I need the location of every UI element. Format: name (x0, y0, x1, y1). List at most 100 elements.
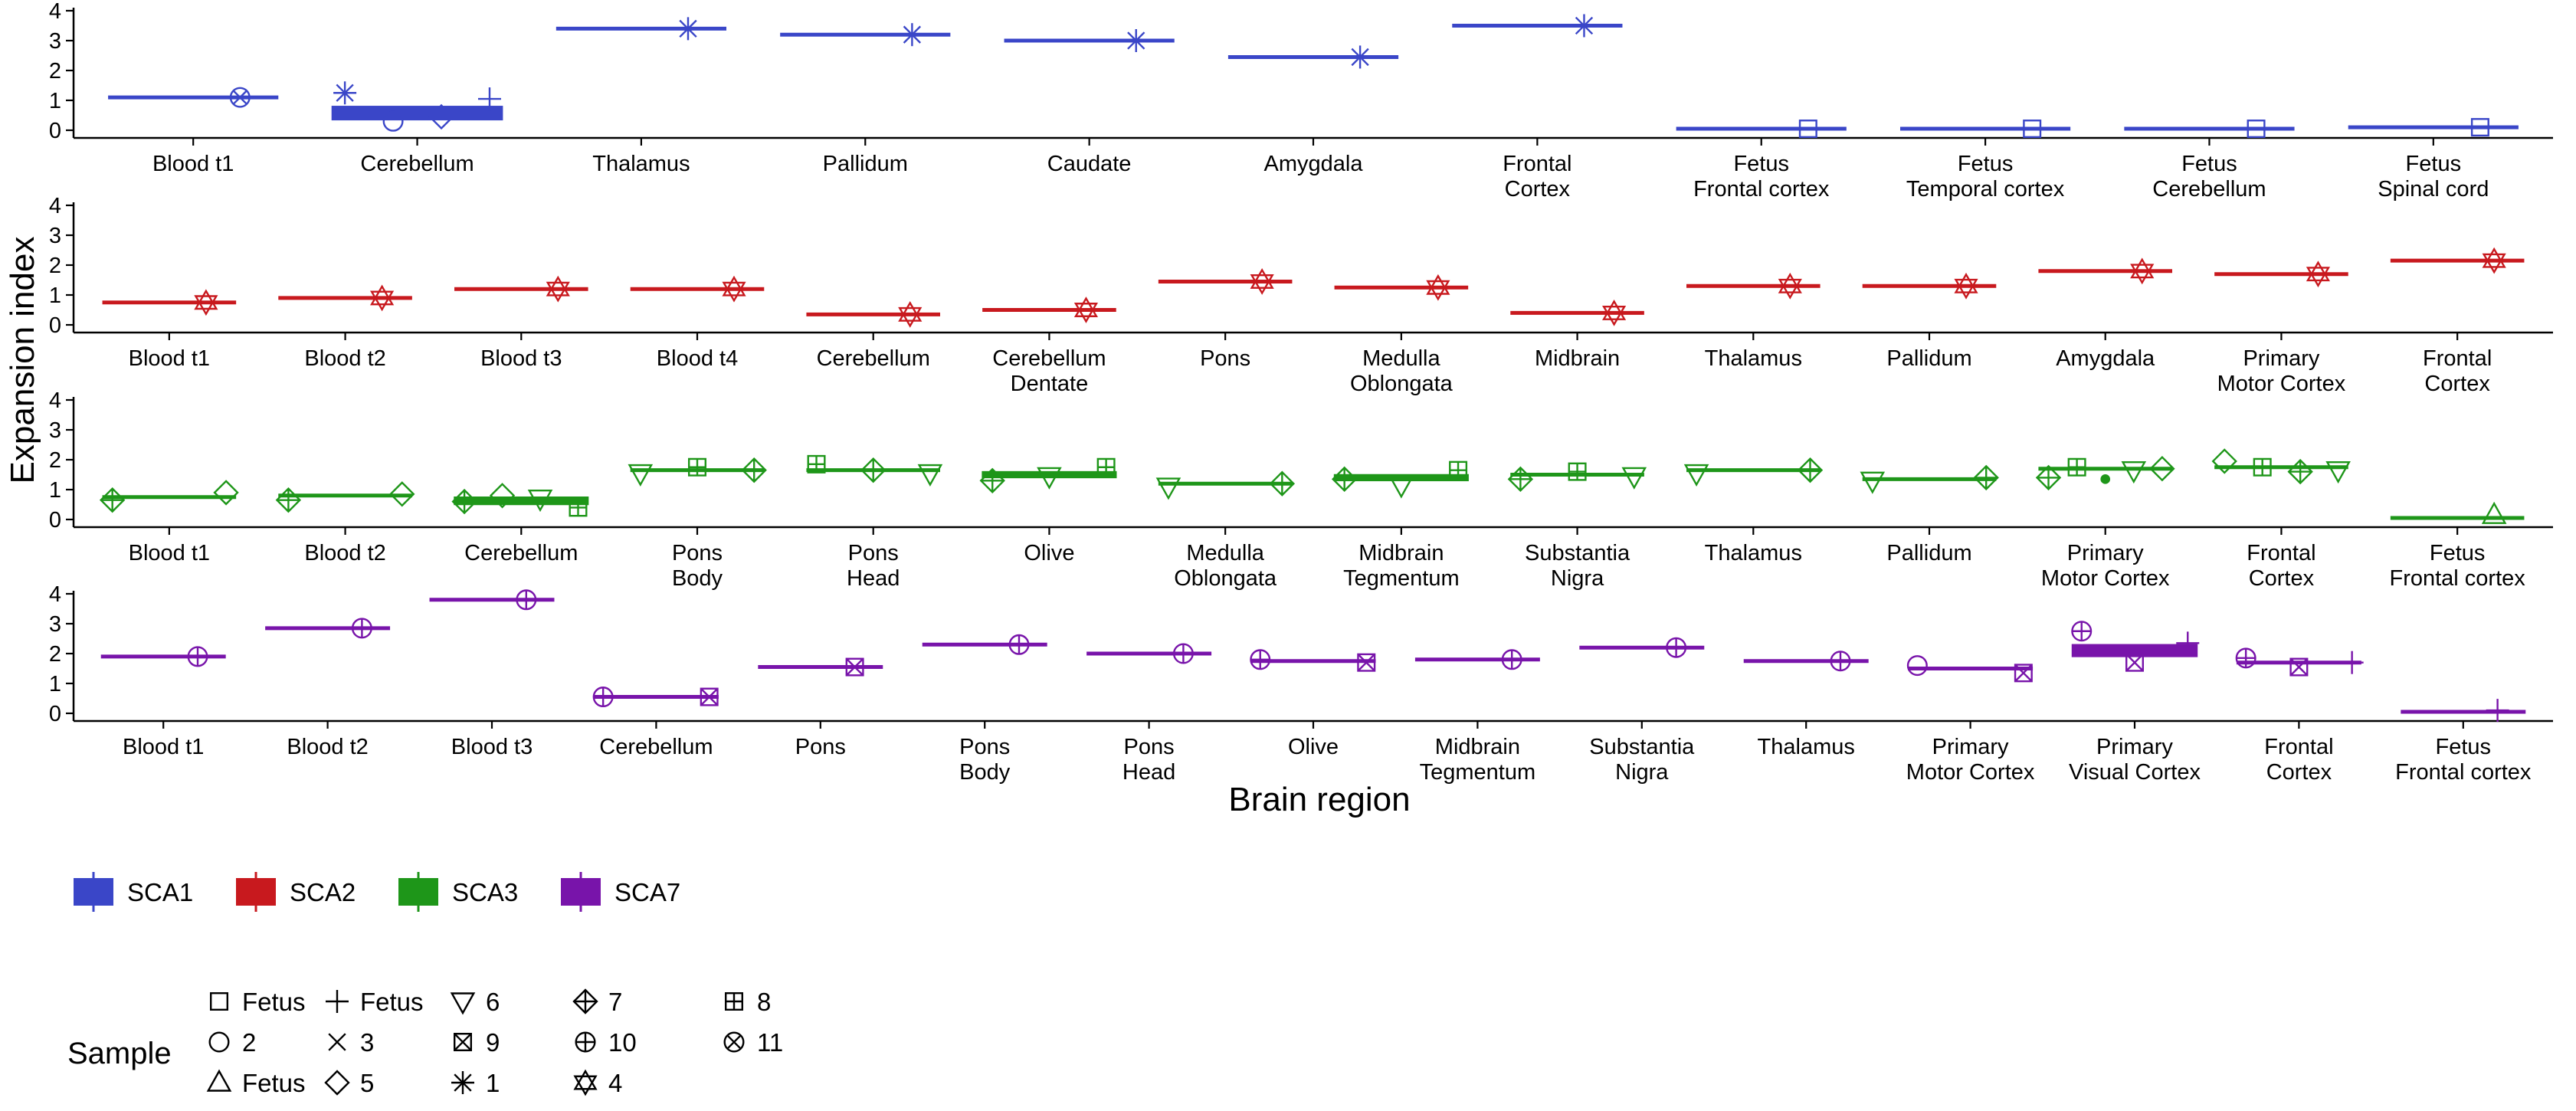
sample-legend-item: Fetus (210, 988, 306, 1016)
category-2: Blood t3 (454, 275, 588, 371)
data-point-circle (1906, 655, 1928, 677)
sample-symbol-star-of-david (573, 1069, 598, 1096)
sample-legend-label: 1 (486, 1069, 500, 1097)
y-tick-label: 1 (49, 89, 61, 113)
x-tick-label: Fetus (2406, 152, 2462, 176)
sample-legend-item: 10 (575, 1028, 637, 1057)
y-tick-label: 3 (49, 224, 61, 248)
data-point-diamond-plus (2035, 464, 2062, 491)
data-point-asterisk (900, 23, 924, 47)
sca-legend: SCA1 SCA2 SCA3 SCA7 (74, 872, 680, 912)
category-5: Amygdala (1227, 45, 1399, 176)
data-point-diamond-plus (1507, 466, 1534, 493)
y-tick-label: 2 (49, 254, 61, 278)
sample-legend-label: 11 (757, 1028, 783, 1057)
sample-legend-item: 3 (328, 1028, 374, 1057)
data-point-circle-plus (2235, 647, 2256, 669)
data-point-plus (2176, 631, 2200, 655)
x-tick-label: Pallidum (1886, 541, 1971, 565)
sample-symbol-triangle (206, 1069, 232, 1092)
data-point-triangle-down (1860, 471, 1886, 494)
data-point-asterisk (333, 81, 357, 105)
data-point-square-x (1357, 653, 1376, 672)
x-tick-label: Primary (2096, 735, 2173, 759)
category-2: Cerebellum (451, 483, 589, 565)
x-tick-label: Fetus (2181, 152, 2237, 176)
data-point-circle-plus (1666, 637, 1687, 658)
y-tick-label: 4 (49, 388, 61, 413)
x-tick-label: Primary (1932, 735, 2009, 759)
category-3: Cerebellum (592, 687, 719, 759)
x-tick-label: Frontal (1503, 152, 1571, 176)
category-4: Pons (758, 657, 883, 759)
y-tick-label: 1 (49, 478, 61, 503)
data-point-square-plus (1568, 462, 1587, 481)
y-tick-label: 0 (49, 702, 61, 726)
data-point-star-of-david (546, 275, 570, 303)
sample-legend-label: Fetus (242, 988, 306, 1016)
data-point-star-of-david (369, 284, 395, 312)
data-point-star-of-david (2482, 247, 2506, 274)
data-point-star-of-david (898, 300, 923, 328)
x-tick-label: Frontal cortex (1693, 177, 1830, 202)
sample-legend-label: 9 (486, 1028, 500, 1057)
legend-label: SCA7 (615, 878, 680, 906)
x-tick-label: Pons (795, 735, 846, 759)
legend-label: SCA3 (452, 878, 518, 906)
x-tick-label: Pallidum (1886, 346, 1971, 371)
panel-sca2: 0 1 2 3 4 Blood t1 Blood t2 Blood t3 Blood t4 Cer… (49, 194, 2553, 396)
x-tick-label: Olive (1024, 541, 1074, 565)
data-point-square-x (845, 657, 864, 677)
data-point-star-of-david (1601, 300, 1627, 326)
data-point-square-plus (2067, 457, 2086, 477)
data-point-square (2470, 118, 2489, 137)
data-point-square-x (2289, 657, 2309, 677)
data-point-square (2023, 120, 2042, 139)
x-tick-label: Blood t3 (451, 735, 533, 759)
x-axis-title: Brain region (1228, 781, 1410, 818)
x-tick-label: Fetus (2430, 541, 2486, 565)
data-point-square-plus (1096, 457, 1116, 477)
x-tick-label: Cerebellum (2152, 177, 2266, 202)
category-9: Thalamus (1683, 457, 1824, 565)
data-point-triangle-down (2325, 460, 2351, 484)
x-tick-label: Frontal (2264, 735, 2333, 759)
y-tick-label: 4 (49, 194, 61, 218)
data-point-circle-plus (351, 618, 372, 639)
x-tick-label: Substantia (1589, 735, 1695, 759)
x-tick-label: Frontal (2247, 541, 2315, 565)
sample-legend-item: 9 (454, 1028, 500, 1057)
x-tick-label: Blood t2 (304, 346, 385, 371)
legend-item-sca3: SCA3 (398, 872, 518, 912)
category-9: Thalamus (1686, 272, 1821, 371)
x-tick-label: Caudate (1047, 152, 1132, 176)
data-point-circle-plus (187, 646, 208, 667)
data-point-diamond (213, 480, 239, 506)
data-point-dot (2100, 474, 2111, 484)
x-tick-label: Medulla (1186, 541, 1264, 565)
data-point-diamond-plus (2287, 458, 2313, 485)
data-point-circle-plus (1250, 649, 1271, 670)
sample-symbol-diamond (324, 1070, 350, 1096)
legend-item-sca1: SCA1 (74, 872, 193, 912)
sample-symbol-square (210, 991, 229, 1011)
y-tick-label: 3 (49, 29, 61, 54)
chart-panels: 0 1 2 3 4 Blood t1 Cerebellum Thalamus Pallidum C… (49, 0, 2553, 785)
category-0: Blood t1 (99, 480, 239, 565)
category-10: Thalamus (1743, 651, 1869, 759)
sample-legend-label: 3 (360, 1028, 374, 1057)
data-point-star-of-david (1073, 297, 1099, 323)
data-point-square-plus (569, 498, 588, 517)
data-point-square-plus (807, 454, 826, 474)
category-0: Blood t1 (108, 87, 279, 176)
